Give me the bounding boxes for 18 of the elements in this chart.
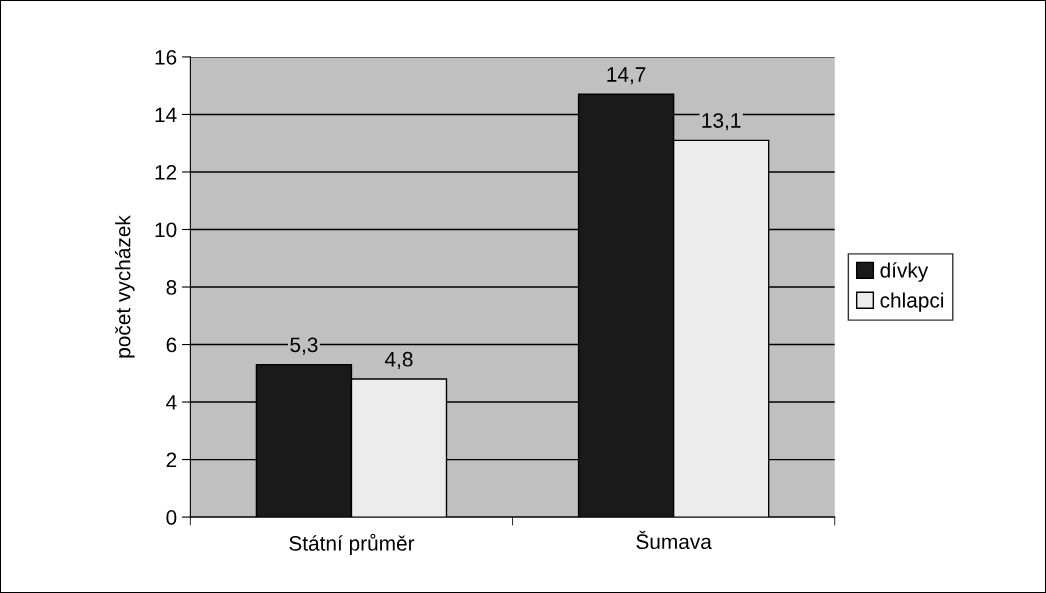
y-tick-label: 14 xyxy=(155,107,177,122)
y-tick-label: 2 xyxy=(166,452,177,468)
y-tick-label: 16 xyxy=(155,49,177,65)
y-tick-label: 8 xyxy=(166,280,177,295)
data-label: 13,1 xyxy=(702,113,741,131)
y-tick-label: 6 xyxy=(166,337,177,353)
x-tick-label: Státní průměr xyxy=(289,533,415,555)
x-tick-label: Šumava xyxy=(636,530,712,550)
data-label: 14,7 xyxy=(607,67,646,85)
legend-label: dívky xyxy=(880,262,929,282)
y-tick-label: 12 xyxy=(155,164,177,180)
data-label: 5,3 xyxy=(290,337,318,355)
y-axis-title: počet vycházek xyxy=(114,215,135,358)
y-tick-label: 10 xyxy=(155,222,177,238)
legend-label: chlapci xyxy=(880,292,944,312)
y-tick-label: 0 xyxy=(166,510,177,525)
y-tick-label: 4 xyxy=(166,395,177,410)
data-label: 4,8 xyxy=(384,351,413,370)
